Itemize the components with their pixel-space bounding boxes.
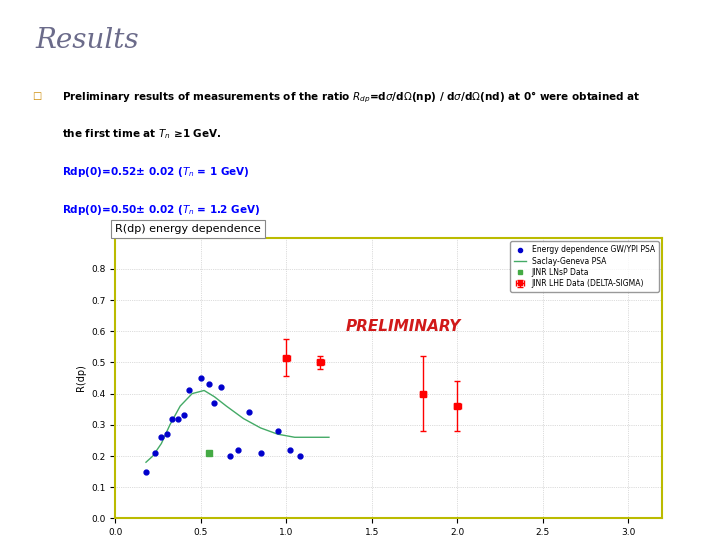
Line: Energy dependence GW/YPI PSA: Energy dependence GW/YPI PSA xyxy=(143,375,302,474)
Energy dependence GW/YPI PSA xyxy=(234,447,243,453)
Energy dependence GW/YPI PSA xyxy=(179,412,188,418)
Text: Rdp(0)=0.52± 0.02 ($T_n$ = 1 GeV): Rdp(0)=0.52± 0.02 ($T_n$ = 1 GeV) xyxy=(62,165,250,179)
Saclay-Geneva PSA xyxy=(188,390,197,397)
Energy dependence GW/YPI PSA xyxy=(162,431,171,437)
Energy dependence GW/YPI PSA xyxy=(256,450,265,456)
Energy dependence GW/YPI PSA xyxy=(184,387,193,394)
Text: Preliminary results of measurements of the ratio $R_{dp}$=d$\sigma$/d$\Omega$(np: Preliminary results of measurements of t… xyxy=(62,89,641,105)
Saclay-Geneva PSA xyxy=(325,434,333,441)
Y-axis label: R(dp): R(dp) xyxy=(76,364,86,391)
Saclay-Geneva PSA xyxy=(307,434,316,441)
Text: Results: Results xyxy=(35,27,139,54)
Line: Saclay-Geneva PSA: Saclay-Geneva PSA xyxy=(146,390,329,462)
Text: R(dp) energy dependence: R(dp) energy dependence xyxy=(115,224,261,234)
Saclay-Geneva PSA xyxy=(274,431,282,437)
Saclay-Geneva PSA xyxy=(148,453,157,459)
Saclay-Geneva PSA xyxy=(239,415,248,422)
Saclay-Geneva PSA xyxy=(210,394,219,400)
Legend: Energy dependence GW/YPI PSA, Saclay-Geneva PSA, JINR LNsP Data, JINR LHE Data (: Energy dependence GW/YPI PSA, Saclay-Gen… xyxy=(510,241,659,292)
Energy dependence GW/YPI PSA xyxy=(197,375,205,381)
Text: □: □ xyxy=(32,91,41,101)
Energy dependence GW/YPI PSA xyxy=(157,434,166,441)
Energy dependence GW/YPI PSA xyxy=(174,415,183,422)
Energy dependence GW/YPI PSA xyxy=(150,450,159,456)
Text: PRELIMINARY: PRELIMINARY xyxy=(346,319,462,334)
Saclay-Geneva PSA xyxy=(200,387,209,394)
Energy dependence GW/YPI PSA xyxy=(296,453,305,459)
Saclay-Geneva PSA xyxy=(176,403,184,409)
Energy dependence GW/YPI PSA xyxy=(274,428,282,434)
Energy dependence GW/YPI PSA xyxy=(285,447,294,453)
Energy dependence GW/YPI PSA xyxy=(205,381,214,388)
Saclay-Geneva PSA xyxy=(290,434,299,441)
Saclay-Geneva PSA xyxy=(142,459,150,465)
Energy dependence GW/YPI PSA xyxy=(225,453,234,459)
Energy dependence GW/YPI PSA xyxy=(142,468,150,475)
Energy dependence GW/YPI PSA xyxy=(210,400,219,406)
Text: Rdp(0)=0.50± 0.02 ($T_n$ = 1.2 GeV): Rdp(0)=0.50± 0.02 ($T_n$ = 1.2 GeV) xyxy=(62,203,261,217)
Energy dependence GW/YPI PSA xyxy=(167,415,176,422)
Saclay-Geneva PSA xyxy=(222,403,230,409)
Text: the first time at $T_n$ ≥1 GeV.: the first time at $T_n$ ≥1 GeV. xyxy=(62,127,222,141)
Saclay-Geneva PSA xyxy=(157,440,166,447)
Energy dependence GW/YPI PSA xyxy=(244,409,253,416)
Energy dependence GW/YPI PSA xyxy=(217,384,225,390)
Saclay-Geneva PSA xyxy=(166,422,174,428)
Saclay-Geneva PSA xyxy=(256,424,265,431)
